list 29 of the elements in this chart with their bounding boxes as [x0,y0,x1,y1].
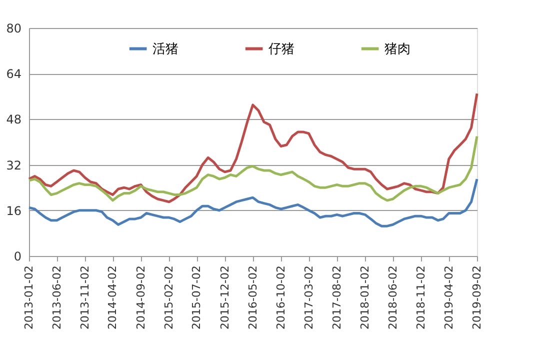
x-tick-label: 2013-11-02 [78,266,92,330]
line-series [28,92,478,204]
x-tick-label: 2014-04-02 [106,266,120,330]
line-series [28,135,478,202]
y-tick-label: 64 [6,67,22,82]
x-tick-label: 2017-08-02 [330,266,344,330]
x-tick-label: 2018-11-02 [414,266,428,330]
y-tick-label: 48 [6,112,22,127]
x-tick-label: 2018-06-02 [386,266,400,330]
x-tick-label: 2014-09-02 [134,266,148,330]
x-tick-label: 2015-02-02 [162,266,176,330]
y-tick-label: 0 [14,250,22,264]
x-tick-label: 2018-01-02 [358,266,372,330]
x-tick-label: 2016-10-02 [274,266,288,330]
y-tick-label: 16 [6,204,22,218]
y-tick-label: 32 [6,158,22,172]
x-tick-label: 2017-03-02 [302,266,316,330]
y-tick-label: 80 [6,22,22,36]
x-tick-label: 2013-01-02 [22,266,36,330]
legend-label: 猪肉 [384,42,411,57]
line-series [28,178,478,228]
x-tick-label: 2015-12-02 [218,266,232,330]
legend-label: 活猪 [152,42,179,57]
x-tick-label: 2019-09-02 [470,266,484,330]
x-tick-label: 2013-06-02 [50,266,64,330]
x-tick-label: 2015-07-02 [190,266,204,330]
x-tick-label: 2016-05-02 [246,266,260,330]
x-tick-label: 2019-04-02 [442,266,456,330]
legend-label: 仔猪 [268,42,295,57]
